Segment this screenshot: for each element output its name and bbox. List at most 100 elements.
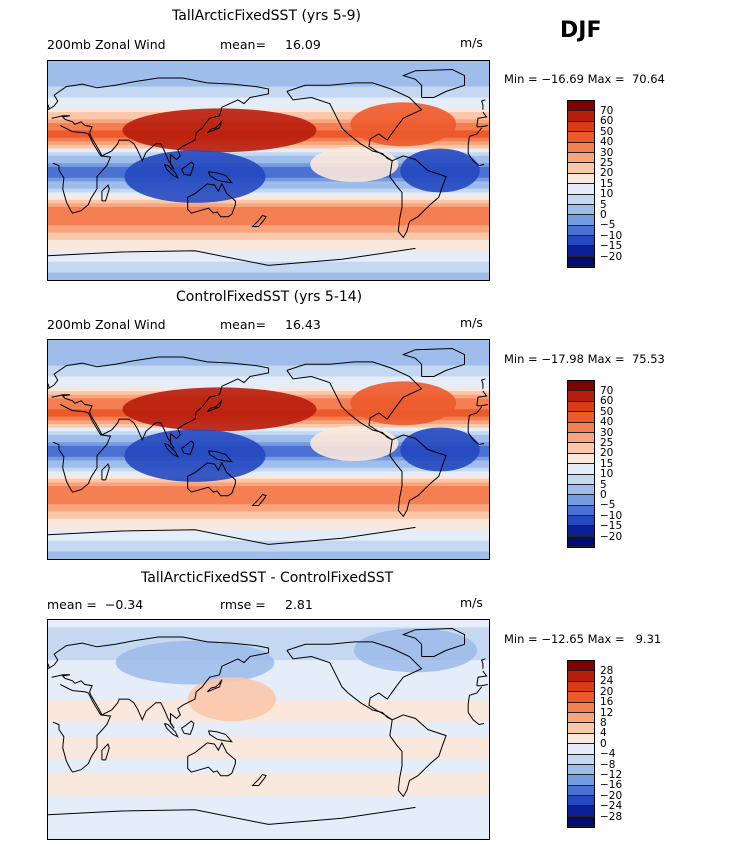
wind-band: [48, 504, 489, 509]
colorbar-swatch: [568, 495, 594, 506]
colorbar-swatch: [568, 692, 594, 703]
colorbar-swatch: [568, 204, 594, 216]
coastline-sumatra: [163, 163, 179, 179]
wind-band: [48, 276, 489, 280]
wind-band: [48, 802, 489, 807]
wind-band: [48, 722, 489, 727]
panel-1-mean-label: mean=: [220, 37, 266, 52]
panel-1-minmax: Min = −16.69 Max = 70.64: [504, 72, 665, 86]
panel-2-map: [47, 339, 490, 560]
wind-band: [48, 478, 489, 483]
coastline-madagascar: [101, 463, 110, 481]
wind-band: [48, 835, 489, 839]
colorbar-tick-label: 28: [600, 665, 614, 677]
panel-2-units: m/s: [460, 315, 483, 330]
wind-band: [48, 820, 489, 825]
colorbar-swatch: [568, 464, 594, 475]
wind-band: [48, 711, 489, 716]
wind-band: [48, 361, 489, 367]
wind-band: [48, 269, 489, 274]
colorbar-swatch: [568, 142, 594, 153]
colorbar-tick-label: 5: [600, 198, 607, 211]
wind-band: [48, 75, 489, 80]
wind-band: [48, 831, 489, 836]
coastline-japan: [206, 120, 223, 134]
wind-band: [48, 93, 489, 99]
colorbar-tick-label: 20: [600, 685, 614, 698]
colorbar-swatch: [568, 101, 594, 112]
colorbar-tick-label: 15: [600, 457, 614, 470]
wind-band: [48, 163, 489, 168]
coastline-new-guinea: [208, 450, 234, 463]
wind-band: [48, 258, 489, 263]
coastline-greenland: [401, 347, 465, 377]
wind-band: [48, 104, 489, 110]
colorbar-swatch: [568, 785, 594, 797]
season-label: DJF: [560, 18, 602, 43]
colorbar-swatch: [568, 184, 594, 195]
wind-band: [48, 630, 489, 636]
colorbar-tick-label: 8: [600, 717, 607, 729]
coastline-africa: [52, 684, 485, 773]
wind-band: [48, 372, 489, 378]
wind-band: [48, 747, 489, 752]
wind-band: [48, 544, 489, 549]
wind-band: [48, 475, 489, 480]
wind-band: [48, 79, 489, 84]
coastline-madagascar: [101, 184, 110, 202]
colorbar-swatch: [568, 453, 594, 465]
wind-band: [48, 638, 489, 643]
wind-band: [48, 515, 489, 520]
colorbar-swatch: [568, 412, 594, 423]
coastline-australia: [187, 182, 236, 218]
colorbar-swatch: [568, 733, 594, 745]
colorbar-tick-label: −4: [600, 748, 616, 761]
wind-band: [48, 347, 489, 352]
panel-2-mean-value: 16.43: [285, 317, 321, 332]
colorbar-swatch: [568, 526, 594, 537]
coastline-eurasia: [48, 356, 488, 449]
colorbar-tick-label: 50: [600, 405, 614, 418]
panel-3-rmse-label: rmse =: [220, 597, 266, 612]
panel-2-variable: 200mb Zonal Wind: [47, 317, 166, 332]
wind-band: [48, 634, 489, 639]
wind-band: [48, 445, 489, 451]
coastline-new-guinea: [208, 171, 234, 184]
wind-band: [48, 261, 489, 266]
panel-3-title: TallArcticFixedSST - ControlFixedSST: [141, 570, 394, 586]
colorbar-tick-label: 25: [600, 437, 614, 449]
colorbar-swatch: [568, 132, 594, 143]
wind-band: [48, 529, 489, 535]
colorbar-tick-label: 70: [600, 385, 614, 397]
wind-band: [48, 733, 489, 738]
wind-feature: [124, 150, 266, 203]
wind-band: [48, 152, 489, 157]
colorbar-tick-label: 16: [600, 696, 614, 709]
colorbar-swatch: [568, 754, 594, 765]
panel-1-title: TallArcticFixedSST (yrs 5-9): [172, 8, 362, 24]
wind-band: [48, 214, 489, 219]
wind-band: [48, 471, 489, 476]
coastline-borneo: [181, 720, 195, 735]
wind-band: [48, 68, 489, 73]
wind-band: [48, 442, 489, 447]
wind-band: [48, 511, 489, 516]
wind-band: [48, 61, 489, 66]
wind-band: [48, 718, 489, 723]
wind-band: [48, 210, 489, 215]
coastline-north-america: [286, 361, 423, 441]
wind-band: [48, 376, 489, 381]
wind-feature: [400, 427, 480, 472]
wind-band: [48, 203, 489, 208]
wind-band: [48, 217, 489, 223]
colorbar-tick-label: 20: [600, 167, 614, 180]
colorbar-3: [567, 660, 595, 829]
colorbar-tick-label: 10: [600, 468, 614, 481]
colorbar-swatch: [568, 256, 594, 268]
wind-band: [48, 482, 489, 487]
colorbar-tick-label: 30: [600, 146, 614, 159]
colorbar-swatch: [568, 401, 594, 413]
wind-band: [48, 97, 489, 102]
colorbar-tick-label: 60: [600, 115, 614, 128]
panel-1-mean-value: 16.09: [285, 37, 321, 52]
